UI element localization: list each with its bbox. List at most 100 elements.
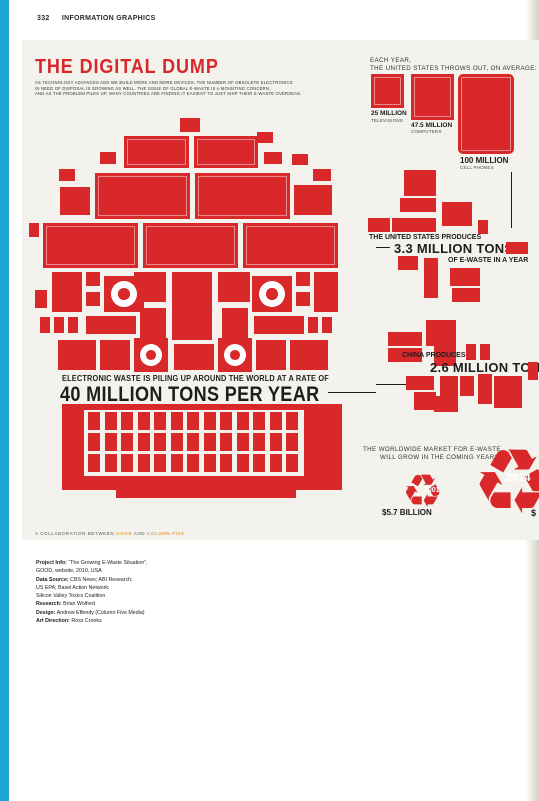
- tooth-device-icon: [203, 454, 216, 472]
- tv-label: TELEVISIONS: [371, 118, 404, 123]
- tooth-device-icon: [269, 433, 282, 451]
- tooth-device-icon: [170, 412, 183, 430]
- collab-column-five: COLUMN FIVE: [147, 531, 185, 536]
- vcr-icon: [392, 218, 436, 232]
- camera-icon: [264, 152, 282, 164]
- collab-good: GOOD: [116, 531, 133, 536]
- game-console-icon: [52, 272, 82, 312]
- flatscreen-icon: [43, 223, 138, 268]
- connector-line: [328, 392, 376, 393]
- section-title: INFORMATION GRAPHICS: [61, 15, 156, 22]
- camera-icon: [86, 272, 100, 286]
- tooth-device-icon: [203, 433, 216, 451]
- phone-icon: [478, 220, 488, 234]
- tv-icon: [294, 185, 332, 215]
- recycle-icon-small: ♻: [402, 465, 444, 517]
- tv-value: 25 MILLION: [371, 110, 407, 117]
- camera-icon: [100, 152, 116, 164]
- market-year-2001: 2001: [424, 487, 440, 494]
- us-produces-line-3: OF E-WASTE IN A YEAR: [448, 257, 529, 264]
- tv-icon: [58, 340, 96, 370]
- cell-phone-icon: [458, 74, 514, 154]
- us-produces-line-1: THE UNITED STATES PRODUCES: [369, 234, 482, 241]
- credit-research: Research: Brian Wolford: [36, 600, 147, 608]
- computer-value: 47.5 MILLION: [411, 122, 453, 129]
- right-eye-speaker: [252, 276, 292, 312]
- tooth-device-icon: [269, 412, 282, 430]
- speaker-cone: [224, 344, 246, 366]
- phone-icon: [29, 223, 39, 237]
- computer-label: COMPUTERS: [411, 129, 442, 134]
- tv-icon: [60, 187, 90, 215]
- tv-icon: [442, 202, 472, 226]
- flatscreen-icon: [143, 223, 238, 268]
- credit-art-direction: Art Direction: Ross Crooks: [36, 617, 147, 625]
- camera-icon: [368, 218, 390, 232]
- infographic-title: THE DIGITAL DUMP: [35, 56, 219, 78]
- infographic-intro: AS TECHNOLOGY ADVANCES AND WE BUILD MORE…: [35, 80, 345, 97]
- flatscreen-icon: [243, 223, 338, 268]
- chin-row: [116, 482, 296, 498]
- camera-icon: [460, 376, 474, 396]
- tooth-device-icon: [104, 454, 117, 472]
- tooth-device-icon: [236, 454, 249, 472]
- phone-value: 100 MILLION: [460, 156, 509, 165]
- tooth-device-icon: [121, 412, 133, 430]
- market-value-2014: $: [531, 508, 537, 518]
- game-console-icon: [314, 272, 338, 312]
- tooth-device-icon: [154, 412, 166, 430]
- tooth-device-icon: [187, 412, 199, 430]
- tooth-device-icon: [121, 454, 133, 472]
- us-yearly-heading-1: EACH YEAR,: [370, 57, 412, 64]
- credit-value: “The Growing E-Waste Situation”,: [68, 560, 148, 566]
- radio-icon: [450, 268, 480, 286]
- vcr-icon: [400, 198, 436, 212]
- phone-icon: [308, 317, 318, 333]
- credit-value: CBS News; ABI Research;: [70, 576, 133, 583]
- camera-icon: [296, 292, 310, 306]
- connector-line: [511, 172, 512, 228]
- tooth-device-icon: [137, 433, 150, 451]
- credit-label: Art Direction:: [36, 618, 70, 625]
- speaker-cone: [111, 281, 137, 307]
- credit-source-3: Silicon Valley Toxics Coalition: [36, 593, 106, 600]
- tooth-device-icon: [187, 454, 199, 472]
- fridge-icon: [172, 272, 212, 340]
- intro-line: AS TECHNOLOGY ADVANCES AND WE BUILD MORE…: [35, 80, 293, 85]
- page-number: 332: [37, 15, 50, 22]
- intro-line: IN NEED OF DISPOSAL IS GROWING AS WELL. …: [35, 85, 271, 91]
- tooth-device-icon: [286, 412, 298, 430]
- tooth-device-icon: [236, 433, 249, 451]
- camera-icon: [406, 376, 434, 390]
- tooth-device-icon: [220, 412, 232, 430]
- vcr-icon: [388, 348, 422, 362]
- tooth-device-icon: [154, 454, 166, 472]
- phone-icon: [35, 290, 47, 308]
- phone-icon: [466, 344, 476, 360]
- tooth-device-icon: [286, 454, 298, 472]
- tooth-device-icon: [104, 433, 117, 451]
- credit-source-2: US EPA; Basel Action Network;: [36, 584, 110, 591]
- running-header: 332 INFORMATION GRAPHICS: [37, 15, 156, 22]
- phone-label: CELL PHONES: [460, 165, 494, 170]
- tooth-device-icon: [170, 433, 183, 451]
- camera-icon: [398, 256, 418, 270]
- tooth-device-icon: [269, 454, 282, 472]
- tooth-device-icon: [88, 412, 100, 430]
- tv-icon: [290, 340, 328, 370]
- credit-label: Research:: [36, 601, 62, 608]
- tooth-device-icon: [253, 454, 265, 472]
- phone-icon: [54, 317, 64, 333]
- tooth-device-icon: [137, 412, 150, 430]
- market-value-2001: $5.7 BILLION: [382, 508, 432, 517]
- phone-icon: [322, 317, 332, 333]
- camera-icon: [257, 132, 273, 143]
- tooth-device-icon: [253, 433, 265, 451]
- camera-icon: [296, 272, 310, 286]
- china-value: 2.6 MILLION TONS: [430, 360, 539, 375]
- infographic-panel: THE DIGITAL DUMP AS TECHNOLOGY ADVANCES …: [22, 40, 539, 540]
- tooth-device-icon: [154, 433, 166, 451]
- tooth-device-icon: [104, 412, 117, 430]
- phone-icon: [68, 317, 78, 333]
- tooth-device-icon: [253, 412, 265, 430]
